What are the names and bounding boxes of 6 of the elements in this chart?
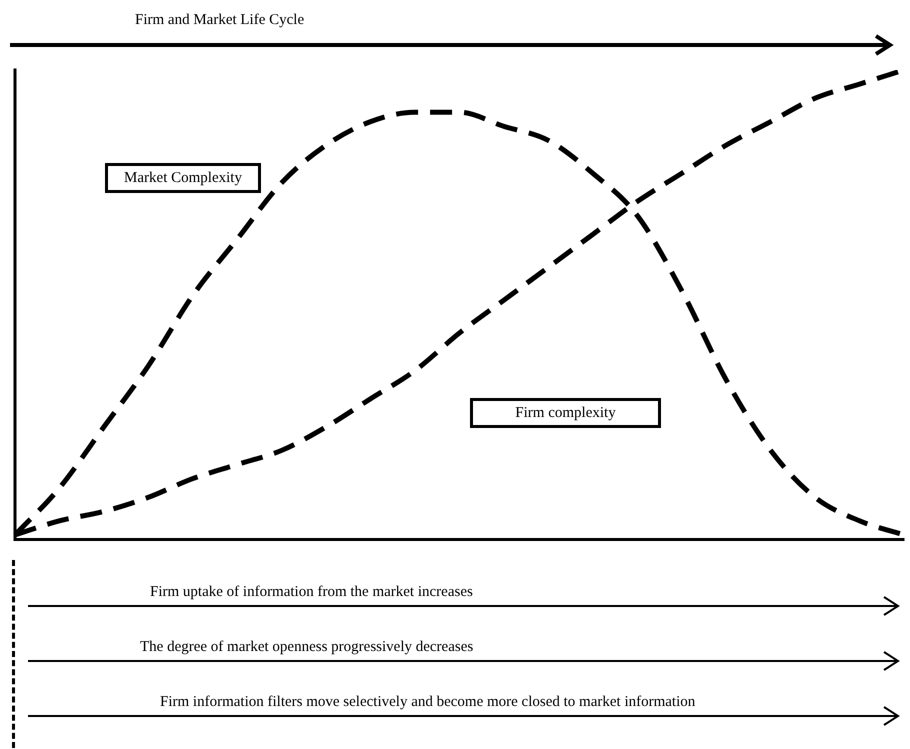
chart-title: Firm and Market Life Cycle	[135, 12, 304, 29]
text: Firm complexity	[470, 398, 661, 428]
text: Firm uptake of information from the market increases	[150, 584, 473, 601]
text: Firm information filters move selectively and become more closed to market information	[160, 694, 696, 711]
text: The degree of market openness progressively decreases	[140, 639, 474, 656]
series-label: Market Complexity	[105, 163, 261, 193]
